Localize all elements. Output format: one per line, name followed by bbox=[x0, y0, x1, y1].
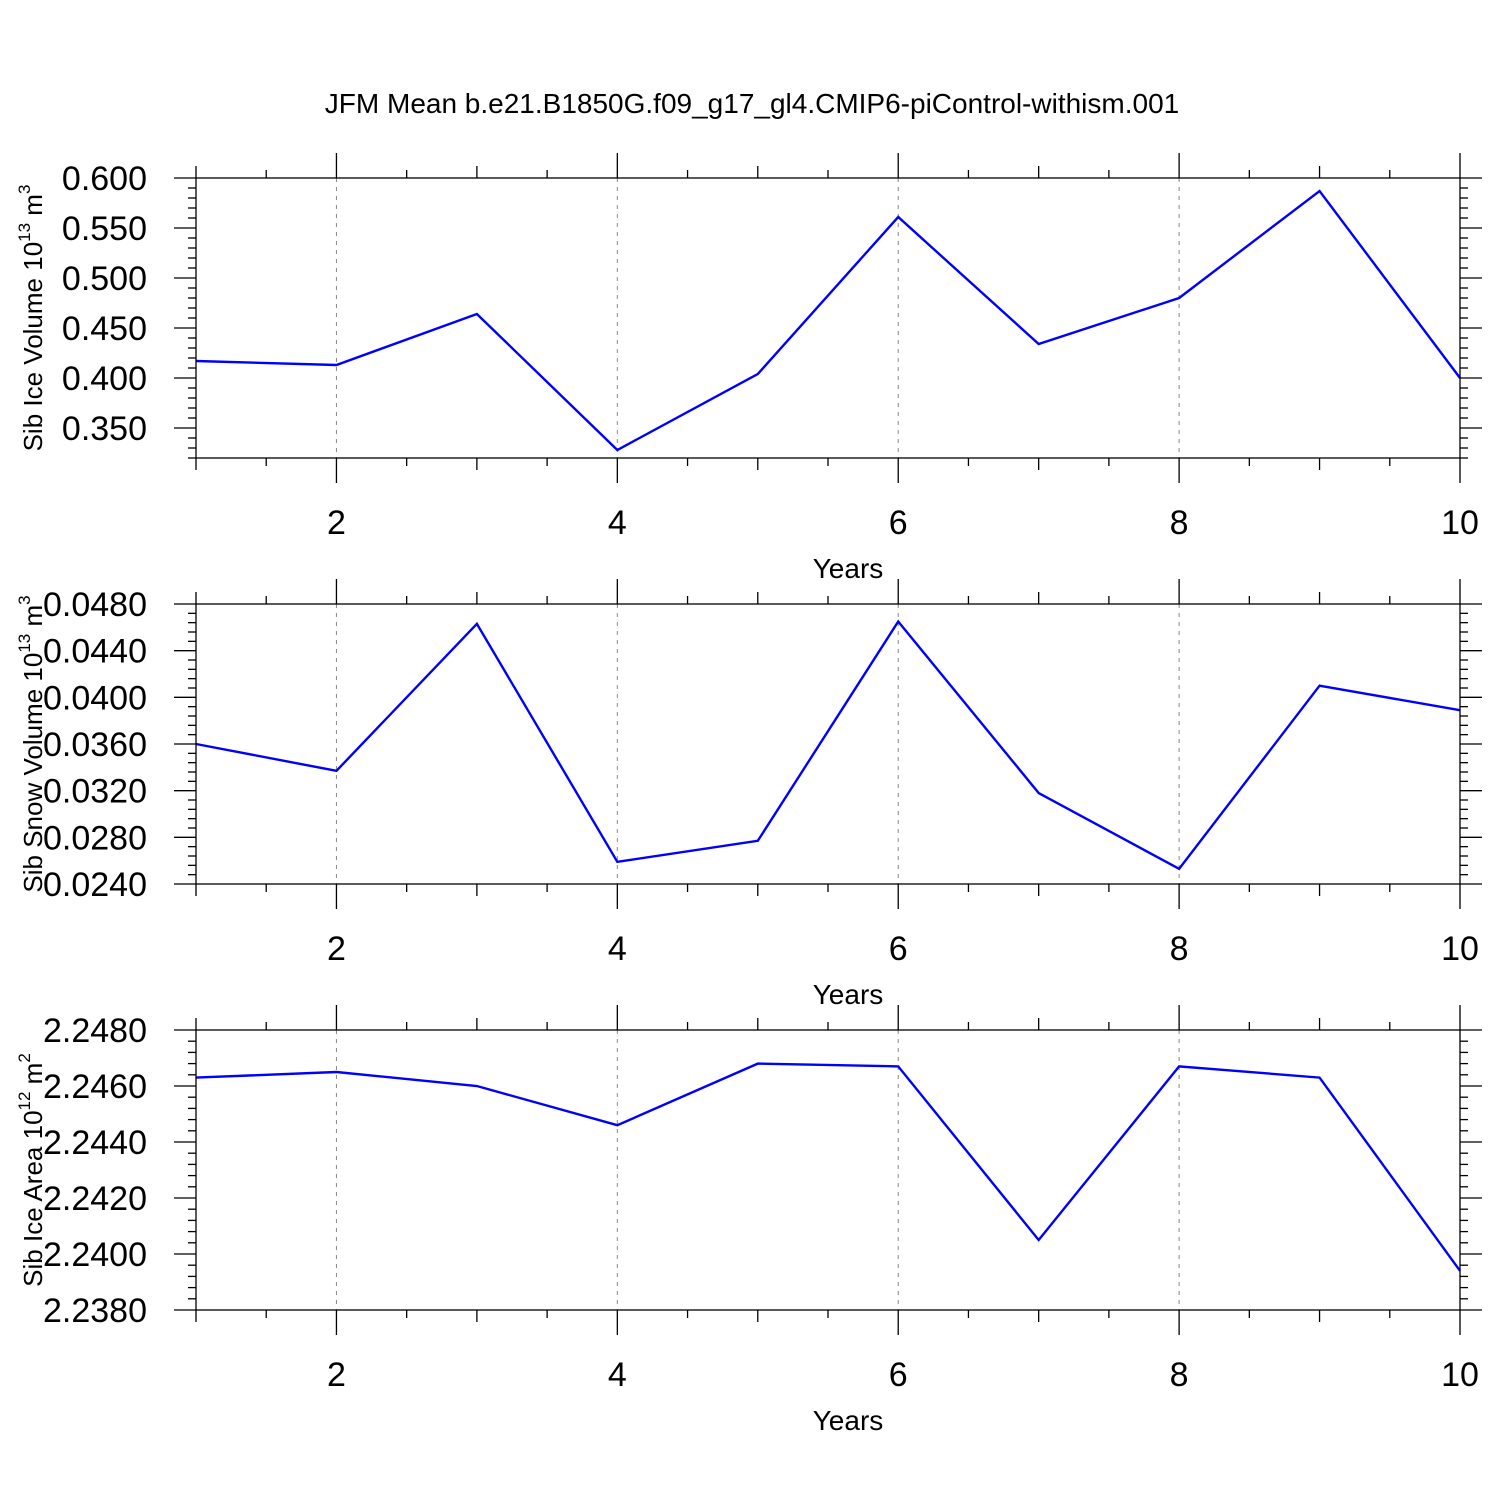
y-axis-label-superscript: 13 bbox=[15, 223, 34, 242]
y-tick-label: 0.0280 bbox=[43, 819, 147, 857]
y-axis-label-part: m bbox=[18, 1063, 48, 1092]
x-tick-label: 8 bbox=[1170, 930, 1189, 968]
x-tick-label: 10 bbox=[1441, 504, 1479, 542]
y-axis-label-superscript: 3 bbox=[15, 595, 34, 604]
x-tick-label: 8 bbox=[1170, 504, 1189, 542]
y-axis-label-part: Sib Ice Volume 10 bbox=[18, 242, 48, 452]
y-tick-label: 0.0480 bbox=[43, 586, 147, 624]
y-axis-label-superscript: 3 bbox=[15, 185, 34, 194]
y-axis-label: Sib Ice Area 1012 m2 bbox=[15, 1053, 48, 1287]
y-tick-label: 0.0400 bbox=[43, 679, 147, 717]
y-tick-label: 0.0360 bbox=[43, 726, 147, 764]
y-tick-label: 0.0320 bbox=[43, 773, 147, 811]
y-tick-label: 2.2480 bbox=[43, 1012, 147, 1050]
y-axis-label-part: Sib Snow Volume 10 bbox=[18, 653, 48, 893]
series-line bbox=[195, 1062, 1461, 1272]
x-axis-label: Years bbox=[813, 1405, 884, 1436]
chart-title: JFM Mean b.e21.B1850G.f09_g17_gl4.CMIP6-… bbox=[325, 88, 1179, 119]
x-tick-label: 2 bbox=[327, 504, 346, 542]
y-tick-label: 0.350 bbox=[62, 410, 147, 448]
x-tick-label: 4 bbox=[608, 930, 627, 968]
x-tick-label: 4 bbox=[608, 504, 627, 542]
y-tick-label: 0.450 bbox=[62, 310, 147, 348]
y-axis-label-part: m bbox=[18, 605, 48, 634]
x-axis-label: Years bbox=[813, 553, 884, 584]
series-line bbox=[195, 619, 1461, 871]
y-tick-label: 2.2400 bbox=[43, 1236, 147, 1274]
panels: 2 4 6 8 10 0.350 0.400 0.450 0.500 0.550 0.600 Year… bbox=[15, 153, 1482, 1436]
x-tick-label: 4 bbox=[608, 1356, 627, 1394]
series-line bbox=[195, 189, 1461, 452]
y-axis-label: Sib Ice Volume 1013 m3 bbox=[15, 185, 48, 452]
panel-3: 2 4 6 8 10 2.2380 2.2400 2.2420 2.2440 2.2460 2.24… bbox=[15, 1005, 1482, 1436]
y-axis-label: Sib Snow Volume 1013 m3 bbox=[15, 595, 48, 892]
x-tick-label: 8 bbox=[1170, 1356, 1189, 1394]
y-axis-label-superscript: 2 bbox=[15, 1053, 34, 1062]
x-tick-label: 2 bbox=[327, 1356, 346, 1394]
y-tick-label: 2.2420 bbox=[43, 1180, 147, 1218]
x-tick-label: 2 bbox=[327, 930, 346, 968]
x-tick-label: 10 bbox=[1441, 1356, 1479, 1394]
y-tick-label: 0.500 bbox=[62, 260, 147, 298]
y-tick-label: 0.600 bbox=[62, 160, 147, 198]
panel-2: 2 4 6 8 10 0.0240 0.0280 0.0320 0.0360 0.0400 0.04… bbox=[15, 579, 1482, 1010]
y-tick-label: 0.550 bbox=[62, 210, 147, 248]
x-tick-label: 10 bbox=[1441, 930, 1479, 968]
y-tick-label: 2.2460 bbox=[43, 1068, 147, 1106]
y-tick-label: 0.400 bbox=[62, 360, 147, 398]
y-tick-label: 0.0440 bbox=[43, 633, 147, 671]
y-axis-label-part: Sib Ice Area 10 bbox=[18, 1110, 48, 1286]
y-tick-label: 2.2380 bbox=[43, 1292, 147, 1330]
y-axis-label-part: m bbox=[18, 194, 48, 223]
y-tick-label: 2.2440 bbox=[43, 1124, 147, 1162]
y-axis-label-superscript: 12 bbox=[15, 1092, 34, 1111]
x-tick-label: 6 bbox=[889, 504, 908, 542]
x-tick-label: 6 bbox=[889, 1356, 908, 1394]
y-tick-label: 0.0240 bbox=[43, 866, 147, 904]
panel-1: 2 4 6 8 10 0.350 0.400 0.450 0.500 0.550 0.600 Year… bbox=[15, 153, 1482, 584]
x-axis-label: Years bbox=[813, 979, 884, 1010]
y-axis-label-superscript: 13 bbox=[15, 634, 34, 653]
x-tick-label: 6 bbox=[889, 930, 908, 968]
